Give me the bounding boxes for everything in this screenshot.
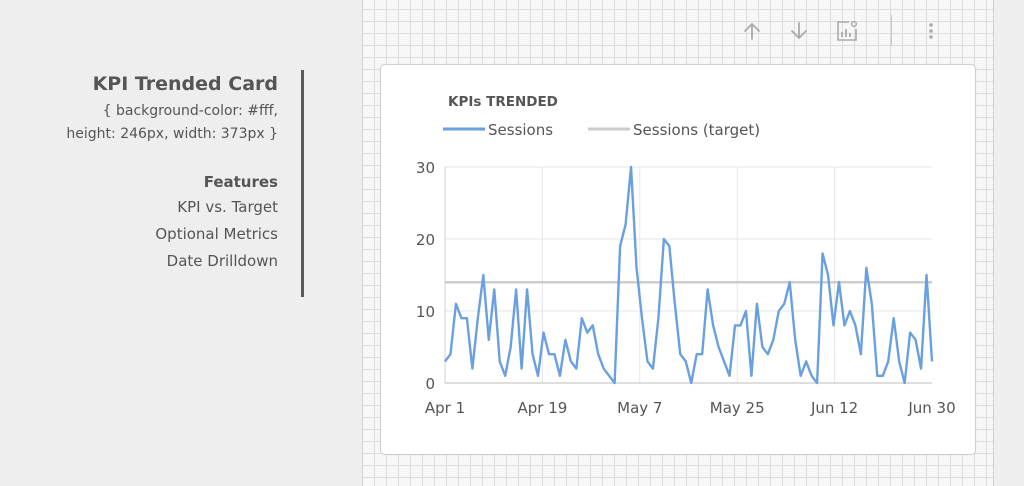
feature-item-date-drilldown: Date Drilldown: [166, 252, 278, 270]
style-desc-line-1: { background-color: #fff,: [102, 103, 278, 119]
kpi-trended-card[interactable]: KPIs TRENDED Sessions Sessions (target) …: [380, 64, 976, 455]
legend-label-sessions[interactable]: Sessions: [488, 121, 553, 139]
features-heading: Features: [203, 173, 278, 191]
x-tick-label: Jun 30: [907, 399, 955, 417]
x-tick-label: May 25: [710, 399, 765, 417]
chart-axes: Apr 1 Apr 19 May 7 May 25 Jun 12 Jun 30 0 10 20 3…: [416, 159, 956, 417]
right-margin: [994, 0, 1024, 486]
x-tick-label: Apr 1: [425, 399, 465, 417]
arrow-up-icon: [744, 23, 760, 40]
series-line-sessions[interactable]: [444, 165, 934, 385]
chart-series: [444, 165, 934, 385]
y-tick-label: 0: [425, 375, 435, 393]
x-tick-label: Apr 19: [517, 399, 567, 417]
y-tick-label: 10: [416, 303, 435, 321]
divider-bar: [301, 70, 304, 297]
chart-gridlines: [445, 166, 932, 384]
kpi-trended-chart[interactable]: KPIs TRENDED Sessions Sessions (target) …: [381, 65, 977, 456]
component-style-desc: { background-color: #fff, height: 246px,…: [66, 100, 278, 146]
component-title: KPI Trended Card: [92, 73, 278, 95]
left-info-panel: KPI Trended Card { background-color: #ff…: [0, 0, 362, 486]
x-tick-label: Jun 12: [810, 399, 858, 417]
arrow-down-icon: [791, 22, 807, 39]
chart-settings-icon: [837, 20, 858, 41]
legend: Sessions Sessions (target): [443, 121, 760, 139]
more-options-button[interactable]: [918, 18, 944, 44]
x-tick-label: May 7: [617, 399, 662, 417]
more-vert-icon: [929, 23, 933, 39]
move-down-button[interactable]: [786, 18, 812, 44]
y-tick-label: 20: [416, 231, 435, 249]
legend-label-target[interactable]: Sessions (target): [633, 121, 760, 139]
y-tick-label: 30: [416, 159, 435, 177]
style-desc-line-2: height: 246px, width: 373px }: [66, 126, 278, 142]
chart-settings-button[interactable]: [834, 18, 860, 44]
component-info: KPI Trended Card { background-color: #ff…: [66, 72, 278, 275]
feature-item-kpi-target: KPI vs. Target: [177, 198, 278, 216]
chart-title: KPIs TRENDED: [448, 94, 558, 110]
move-up-button[interactable]: [739, 18, 765, 44]
feature-item-optional-metrics: Optional Metrics: [155, 225, 278, 243]
toolbar-separator: [891, 15, 892, 45]
